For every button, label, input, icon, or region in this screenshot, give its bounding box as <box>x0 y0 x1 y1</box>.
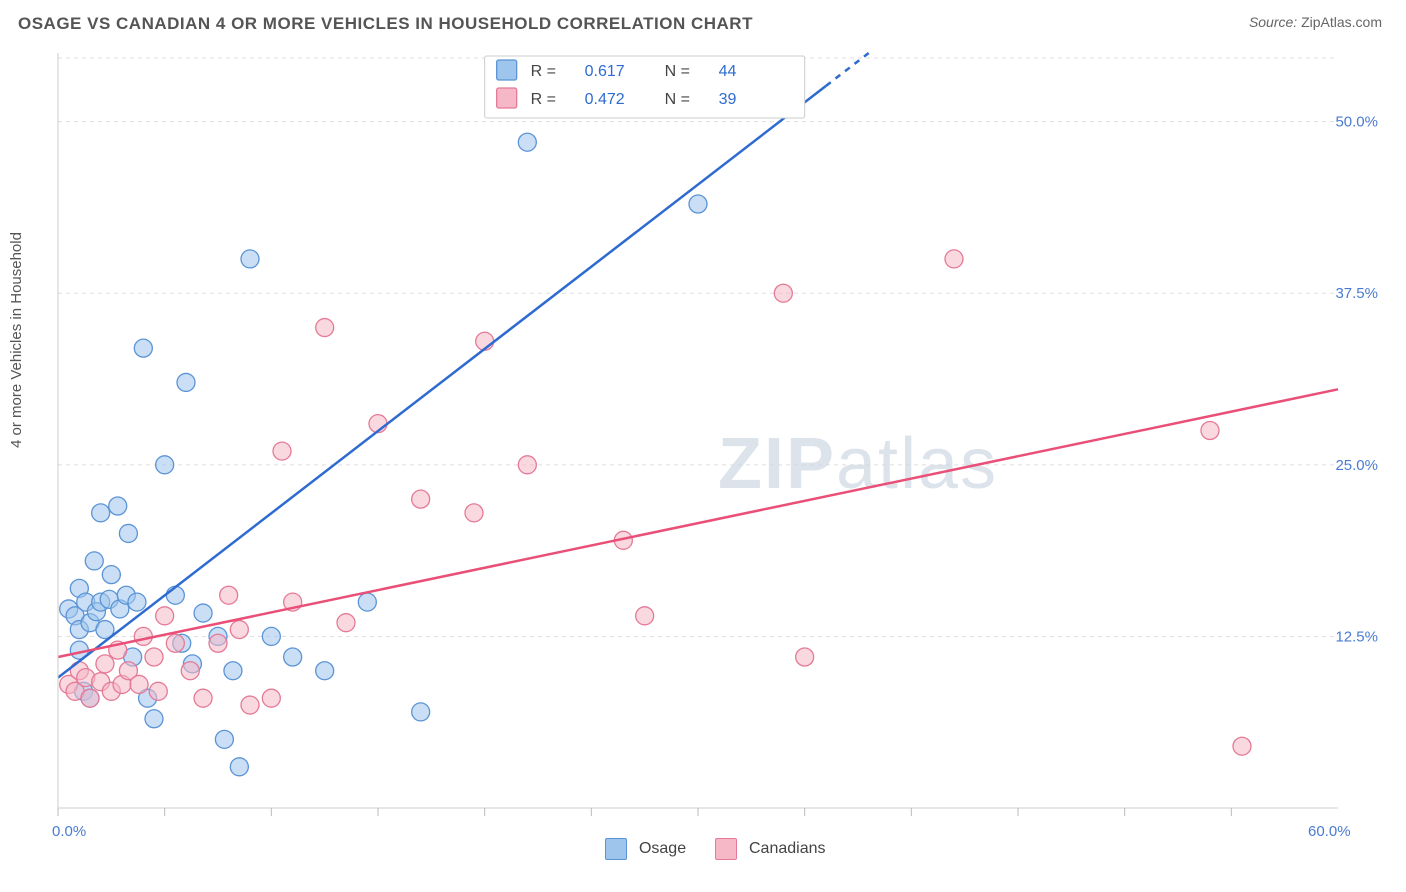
legend-label-osage: Osage <box>639 840 686 857</box>
data-point-osage <box>316 662 334 680</box>
data-point-canadians <box>220 586 238 604</box>
data-point-osage <box>241 250 259 268</box>
data-point-canadians <box>262 689 280 707</box>
bottom-legend: Osage Canadians <box>18 838 1388 860</box>
data-point-osage <box>284 648 302 666</box>
inset-swatch-osage <box>497 60 517 80</box>
inset-n-value-canadians: 39 <box>719 91 737 108</box>
chart-container: OSAGE VS CANADIAN 4 OR MORE VEHICLES IN … <box>0 0 1406 892</box>
y-tick-label: 25.0% <box>1335 457 1378 474</box>
data-point-osage <box>224 662 242 680</box>
regression-group <box>58 53 1338 678</box>
data-point-osage <box>262 627 280 645</box>
chart-title: OSAGE VS CANADIAN 4 OR MORE VEHICLES IN … <box>18 14 753 34</box>
data-point-canadians <box>465 504 483 522</box>
inset-legend: R = 0.617 N = 44 R = 0.472 N = 39 <box>485 56 805 118</box>
y-tick-label: 37.5% <box>1335 285 1378 302</box>
legend-swatch-osage <box>605 838 627 860</box>
legend-label-canadians: Canadians <box>749 840 826 857</box>
scatter-plot: ZIPatlas 0.0%60.0%12.5%25.0%37.5%50.0% R… <box>18 48 1388 868</box>
data-point-osage <box>177 373 195 391</box>
data-point-osage <box>518 133 536 151</box>
inset-n-label-osage: N = <box>665 63 690 80</box>
data-point-osage <box>102 566 120 584</box>
inset-r-value-canadians: 0.472 <box>585 91 625 108</box>
source-attribution: Source: ZipAtlas.com <box>1249 14 1382 30</box>
regression-line-canadians <box>58 389 1338 657</box>
data-point-canadians <box>774 284 792 302</box>
data-point-canadians <box>636 607 654 625</box>
data-point-canadians <box>945 250 963 268</box>
data-point-canadians <box>81 689 99 707</box>
y-axis-label: 4 or more Vehicles in Household <box>8 232 25 448</box>
data-point-osage <box>194 604 212 622</box>
data-point-osage <box>145 710 163 728</box>
y-tick-label: 50.0% <box>1335 114 1378 131</box>
grid-group <box>58 58 1338 636</box>
data-point-canadians <box>166 634 184 652</box>
data-point-canadians <box>1201 422 1219 440</box>
inset-r-label-osage: R = <box>531 63 556 80</box>
data-point-canadians <box>96 655 114 673</box>
watermark-zip: ZIP <box>718 424 836 504</box>
data-point-osage <box>689 195 707 213</box>
data-point-canadians <box>1233 737 1251 755</box>
source-label: Source: <box>1249 14 1297 30</box>
data-point-canadians <box>156 607 174 625</box>
data-point-canadians <box>130 675 148 693</box>
data-point-osage <box>215 730 233 748</box>
data-point-osage <box>119 524 137 542</box>
inset-swatch-canadians <box>497 88 517 108</box>
inset-n-label-canadians: N = <box>665 91 690 108</box>
data-point-osage <box>412 703 430 721</box>
data-point-osage <box>358 593 376 611</box>
data-point-canadians <box>149 682 167 700</box>
data-point-canadians <box>194 689 212 707</box>
data-point-canadians <box>209 634 227 652</box>
data-point-osage <box>166 586 184 604</box>
data-point-canadians <box>316 319 334 337</box>
data-point-canadians <box>518 456 536 474</box>
data-point-osage <box>230 758 248 776</box>
data-point-canadians <box>412 490 430 508</box>
data-point-osage <box>128 593 146 611</box>
data-point-osage <box>85 552 103 570</box>
chart-area: 4 or more Vehicles in Household ZIPatlas… <box>18 48 1388 868</box>
data-point-canadians <box>796 648 814 666</box>
inset-n-value-osage: 44 <box>719 63 737 80</box>
watermark: ZIPatlas <box>718 424 998 504</box>
inset-r-label-canadians: R = <box>531 91 556 108</box>
source-name: ZipAtlas.com <box>1301 14 1382 30</box>
points-group <box>60 99 1251 776</box>
svg-text:ZIPatlas: ZIPatlas <box>718 424 998 504</box>
data-point-osage <box>134 339 152 357</box>
inset-r-value-osage: 0.617 <box>585 63 625 80</box>
watermark-atlas: atlas <box>836 424 998 504</box>
data-point-canadians <box>181 662 199 680</box>
data-point-osage <box>109 497 127 515</box>
data-point-osage <box>156 456 174 474</box>
data-point-canadians <box>145 648 163 666</box>
data-point-canadians <box>273 442 291 460</box>
regression-line-osage-dash <box>826 53 869 86</box>
regression-line-osage <box>58 86 826 678</box>
y-tick-label: 12.5% <box>1335 628 1378 645</box>
data-point-osage <box>92 504 110 522</box>
legend-swatch-canadians <box>715 838 737 860</box>
data-point-canadians <box>241 696 259 714</box>
data-point-canadians <box>230 621 248 639</box>
data-point-canadians <box>134 627 152 645</box>
data-point-canadians <box>337 614 355 632</box>
